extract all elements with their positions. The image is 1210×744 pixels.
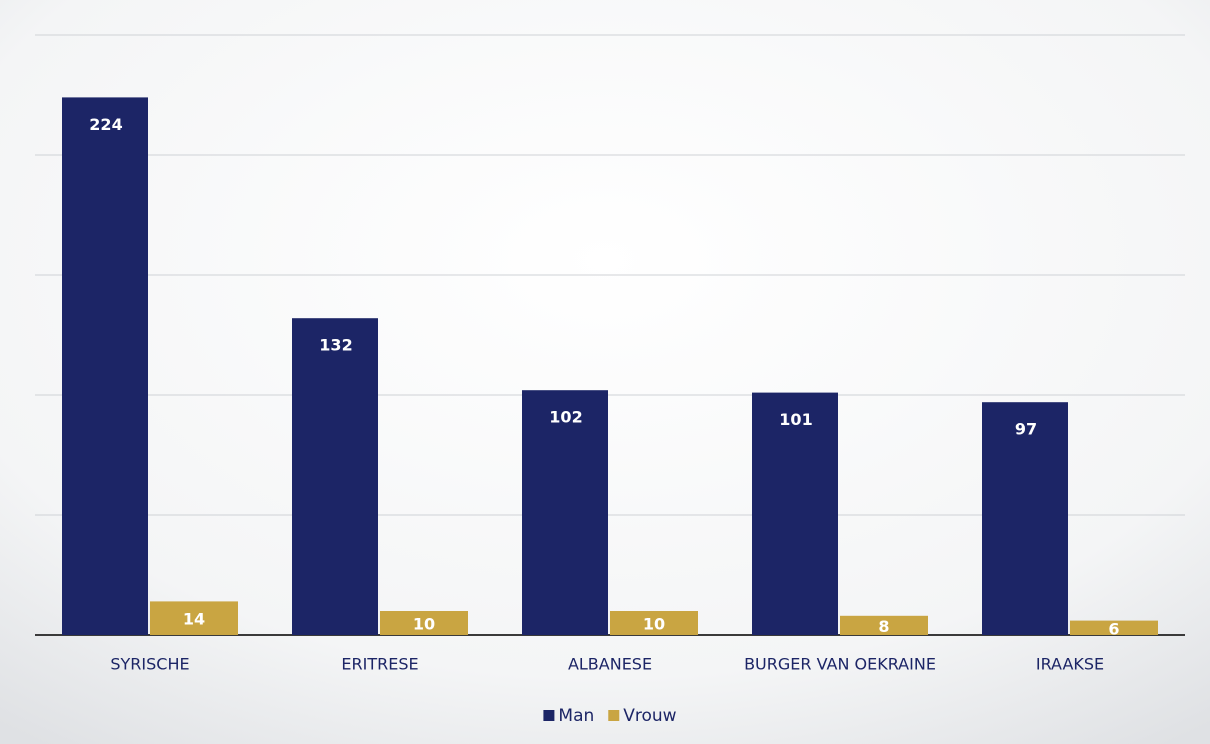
x-tick-label: IRAAKSE (1036, 655, 1104, 674)
x-tick-label: SYRISCHE (110, 655, 189, 674)
data-label: 97 (1015, 420, 1037, 439)
data-label: 6 (1108, 619, 1119, 638)
legend-item: Man (543, 706, 594, 726)
bar (292, 318, 378, 635)
legend-label: Vrouw (623, 706, 676, 726)
data-label: 224 (89, 115, 122, 134)
legend-label: Man (558, 706, 594, 726)
bars: SYRISCHE 224 14 ERITRESE 132 10 ALBANESE 102 10 B… (62, 97, 1158, 674)
bar (522, 390, 608, 635)
legend: Man Vrouw (543, 706, 677, 726)
data-label: 102 (549, 408, 582, 427)
legend-swatch (543, 710, 555, 721)
x-tick-label: ALBANESE (568, 655, 652, 674)
data-label: 101 (779, 410, 812, 429)
bar (380, 611, 468, 635)
data-label: 132 (319, 336, 352, 355)
bar (150, 601, 238, 635)
x-tick-label: ERITRESE (341, 655, 418, 674)
bar (610, 611, 698, 635)
legend-swatch (608, 710, 620, 721)
x-tick-label: BURGER VAN OEKRAINE (744, 655, 936, 674)
bar (1070, 620, 1158, 635)
data-label: 10 (643, 615, 665, 634)
data-label: 14 (183, 610, 205, 629)
data-label: 8 (878, 617, 889, 636)
bar (752, 392, 838, 635)
bar (982, 402, 1068, 635)
bar (62, 97, 148, 635)
data-label: 10 (413, 615, 435, 634)
bar (840, 615, 928, 635)
legend-item: Vrouw (608, 706, 677, 726)
